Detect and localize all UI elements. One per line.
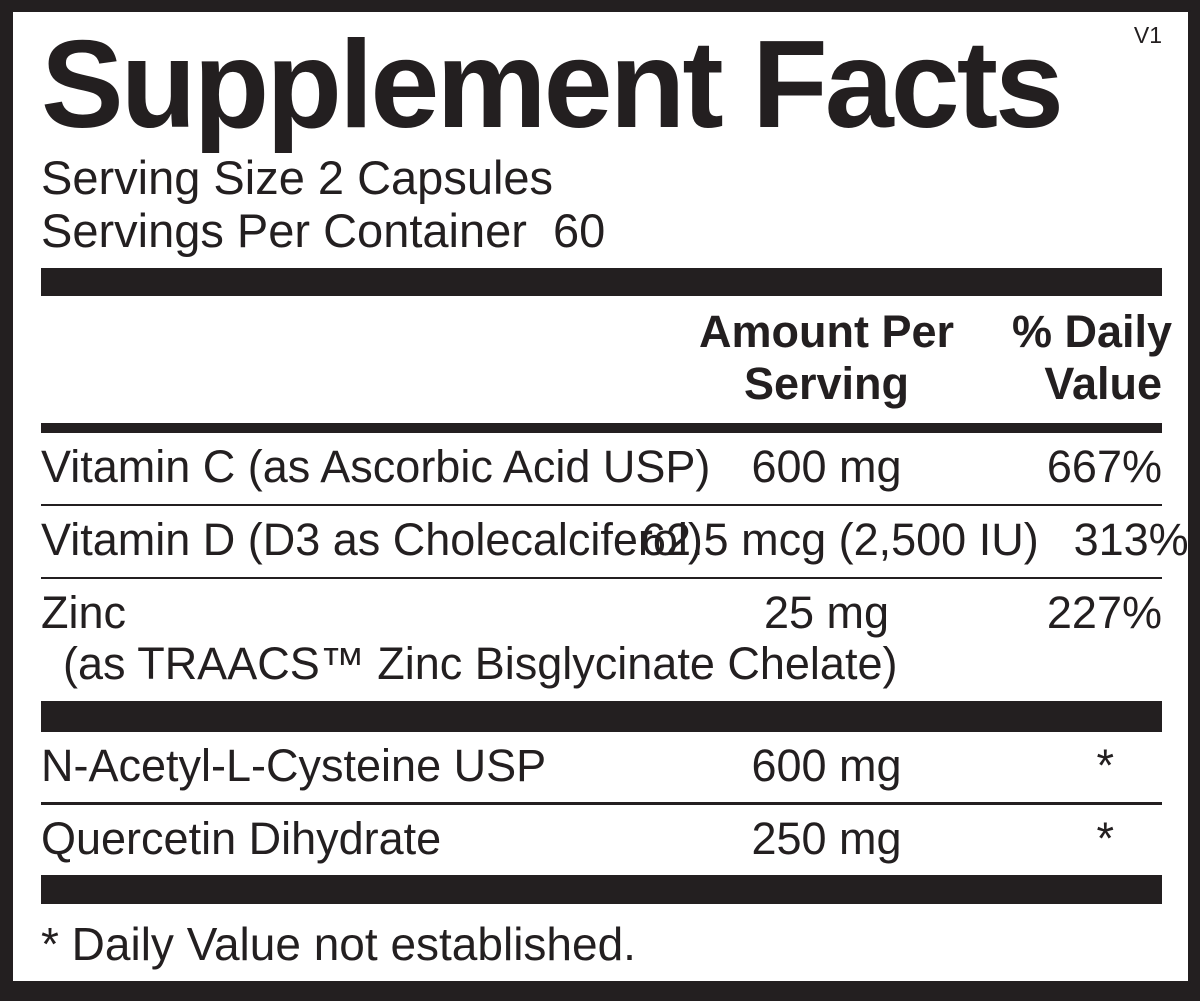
separator-bar-top: [41, 267, 1162, 297]
row-divider: [41, 576, 1162, 579]
page-title: Supplement Facts: [41, 16, 1064, 154]
header-amount-per-serving: Amount Per Serving: [641, 306, 1012, 409]
ingredient-name: Vitamin C (as Ascorbic Acid USP): [41, 441, 711, 493]
servings-per-container-text: Servings Per Container 60: [41, 204, 606, 258]
header-dv-line1: % Daily: [1012, 306, 1173, 358]
title-block: Supplement Facts V1: [41, 16, 1162, 154]
ingredient-dv-asterisk: *: [1096, 812, 1114, 864]
table-row: Vitamin D (D3 as Cholecalciferol) 62.5 m…: [41, 506, 1188, 577]
table-header-row: Amount Per Serving % Daily Value: [41, 296, 1173, 423]
ingredient-dv: 227%: [1046, 586, 1162, 638]
ingredient-amount: 600 mg: [751, 441, 902, 493]
ingredient-name: Quercetin Dihydrate: [41, 812, 442, 864]
ingredient-dv-asterisk: *: [1096, 739, 1114, 791]
ingredient-name: N-Acetyl-L-Cysteine USP: [41, 739, 547, 791]
ingredient-amount: 62.5 mcg (2,500 IU): [641, 514, 1039, 565]
ingredient-subname: (as TRAACS™ Zinc Bisglycinate Chelate): [63, 638, 898, 690]
daily-value-footnote: * Daily Value not established.: [41, 917, 636, 970]
header-amount-line2: Serving: [743, 357, 910, 409]
table-row-zinc: Zinc 25 mg 227% (as TRAACS™ Zinc Bisglyc…: [41, 579, 1162, 701]
separator-bar-header: [41, 423, 1162, 434]
table-row: Quercetin Dihydrate 250 mg *: [41, 805, 1162, 876]
version-superscript: V1: [1133, 22, 1162, 48]
ingredient-amount: 250 mg: [751, 812, 902, 864]
ingredient-amount: 600 mg: [751, 739, 902, 791]
separator-bar-bottom: [41, 875, 1162, 904]
header-amount-line1: Amount Per: [698, 306, 954, 358]
ingredient-dv: 313%: [1073, 514, 1189, 565]
table-row: Vitamin C (as Ascorbic Acid USP) 600 mg …: [41, 433, 1162, 504]
table-row: Zinc 25 mg 227%: [41, 579, 1162, 638]
row-divider: [41, 802, 1162, 805]
header-percent-daily-value: % Daily Value: [1012, 306, 1173, 409]
header-dv-line2: Value: [1044, 357, 1162, 409]
supplement-facts-panel: Supplement Facts V1 Serving Size 2 Capsu…: [10, 9, 1191, 984]
ingredient-name: Zinc: [41, 586, 127, 638]
ingredient-name: Vitamin D (D3 as Cholecalciferol): [41, 514, 703, 565]
serving-size-text: Serving Size 2 Capsules: [41, 151, 554, 205]
ingredient-amount: 25 mg: [763, 586, 890, 638]
separator-bar-middle: [41, 700, 1162, 732]
table-row: N-Acetyl-L-Cysteine USP 600 mg *: [41, 732, 1162, 803]
row-divider: [41, 503, 1162, 506]
ingredient-dv: 667%: [1046, 441, 1162, 493]
